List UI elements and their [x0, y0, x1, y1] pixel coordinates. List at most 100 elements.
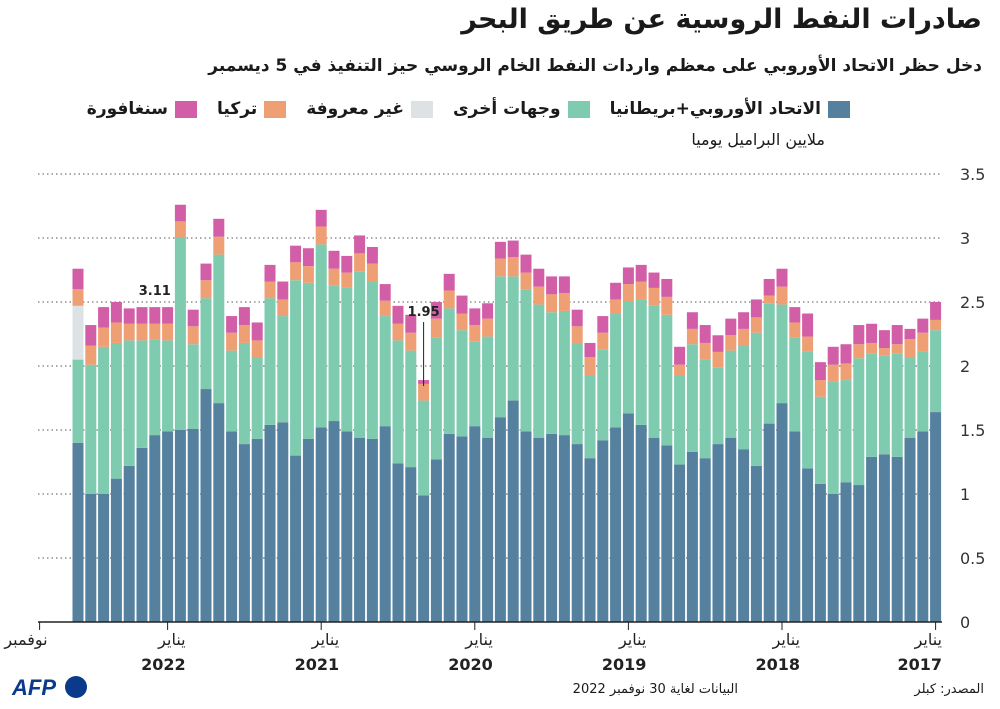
- bar-segment: [699, 342, 711, 360]
- x-tick-month-label: يناير: [914, 630, 942, 650]
- bar-segment: [571, 326, 583, 343]
- bar-segment: [776, 403, 788, 622]
- bar-segment: [814, 380, 826, 397]
- bar-segment: [853, 344, 865, 359]
- bar-segment: [174, 238, 186, 430]
- bar-segment: [827, 381, 839, 494]
- annotation-label: 1.95: [408, 305, 440, 320]
- bar-segment: [507, 257, 519, 277]
- bar-segment: [354, 253, 366, 272]
- bar-segment: [123, 340, 135, 466]
- bar-segment: [507, 400, 519, 622]
- bar-segment: [712, 367, 724, 445]
- bar-segment: [187, 344, 199, 429]
- bar-segment: [123, 465, 135, 622]
- legend-label: غير معروفة: [306, 99, 404, 119]
- bar-segment: [699, 325, 711, 343]
- bar-segment: [507, 240, 519, 258]
- bar-segment: [738, 449, 750, 622]
- bar-segment: [840, 344, 852, 364]
- bar-segment: [840, 380, 852, 483]
- bar-segment: [558, 276, 570, 294]
- bar-segment: [379, 300, 391, 317]
- legend-swatch: [828, 100, 850, 118]
- bar-segment: [162, 307, 174, 324]
- bar-segment: [814, 396, 826, 484]
- bar-segment: [469, 426, 481, 622]
- bar-segment: [162, 340, 174, 432]
- bar-segment: [85, 494, 97, 622]
- bar-segment: [802, 313, 814, 337]
- bar-segment: [238, 325, 250, 343]
- bar-segment: [430, 337, 442, 460]
- bar-segment: [277, 281, 289, 300]
- bar-segment: [110, 302, 122, 323]
- bar-segment: [85, 364, 97, 494]
- bar-segment: [635, 299, 647, 425]
- bar-segment: [853, 358, 865, 486]
- y-tick-label: 3: [960, 229, 970, 248]
- bar-segment: [763, 303, 775, 424]
- bar-segment: [482, 303, 494, 319]
- x-tick-month-label: يناير: [464, 630, 492, 650]
- bar-segment: [930, 302, 942, 320]
- bar-segment: [341, 431, 353, 622]
- bar-segment: [123, 323, 135, 341]
- bar-segment: [891, 325, 903, 345]
- bar-segment: [251, 357, 263, 439]
- bar-segment: [110, 322, 122, 343]
- bar-segment: [789, 322, 801, 338]
- bar-segment: [162, 323, 174, 341]
- bar-segment: [584, 342, 596, 358]
- bar-segment: [520, 289, 532, 432]
- bar-segment: [661, 314, 673, 446]
- bar-segment: [853, 325, 865, 345]
- bar-segment: [379, 284, 391, 301]
- bar-segment: [162, 431, 174, 622]
- bar-segment: [456, 313, 468, 331]
- bar-segment: [213, 403, 225, 622]
- bar-segment: [699, 458, 711, 622]
- afp-logo-dot: [65, 676, 87, 698]
- bar-segment: [891, 344, 903, 354]
- bar-segment: [802, 336, 814, 352]
- bar-segment: [226, 350, 238, 432]
- bar-segment: [213, 218, 225, 237]
- bar-segment: [315, 209, 327, 227]
- x-tick-year-label: 2018: [755, 655, 800, 674]
- bar-segment: [494, 241, 506, 259]
- bar-segment: [917, 431, 929, 622]
- bar-segment: [866, 456, 878, 622]
- bar-segment: [72, 268, 84, 290]
- y-axis-unit-label: ملايين البراميل يوميا: [691, 130, 825, 149]
- bar-segment: [264, 298, 276, 425]
- bar-segment: [418, 383, 430, 401]
- bar-segment: [379, 426, 391, 622]
- afp-logo: AFP: [11, 675, 87, 700]
- bar-segment: [622, 284, 634, 302]
- bar-segment: [98, 307, 110, 328]
- legend-label: تركيا: [217, 99, 258, 119]
- bar-segment: [789, 431, 801, 622]
- bar-segment: [814, 362, 826, 381]
- bar-segment: [405, 467, 417, 622]
- bar-segment: [200, 280, 212, 299]
- bar-segment: [763, 423, 775, 622]
- bar-segment: [200, 298, 212, 390]
- bar-segment: [443, 290, 455, 309]
- bar-segment: [136, 307, 148, 324]
- bar-segment: [392, 340, 404, 464]
- bar-segment: [405, 314, 417, 333]
- bar-segment: [686, 451, 698, 622]
- bar-segment: [610, 299, 622, 314]
- bar-segment: [648, 305, 660, 438]
- bar-segment: [251, 438, 263, 622]
- bar-segment: [533, 268, 545, 287]
- legend-swatch: [410, 100, 433, 118]
- bar-segment: [85, 325, 97, 346]
- bar-segment: [725, 350, 737, 438]
- bar-segment: [174, 204, 186, 222]
- bar-segment: [917, 351, 929, 432]
- bar-segment: [712, 351, 724, 368]
- bar-segment: [443, 308, 455, 434]
